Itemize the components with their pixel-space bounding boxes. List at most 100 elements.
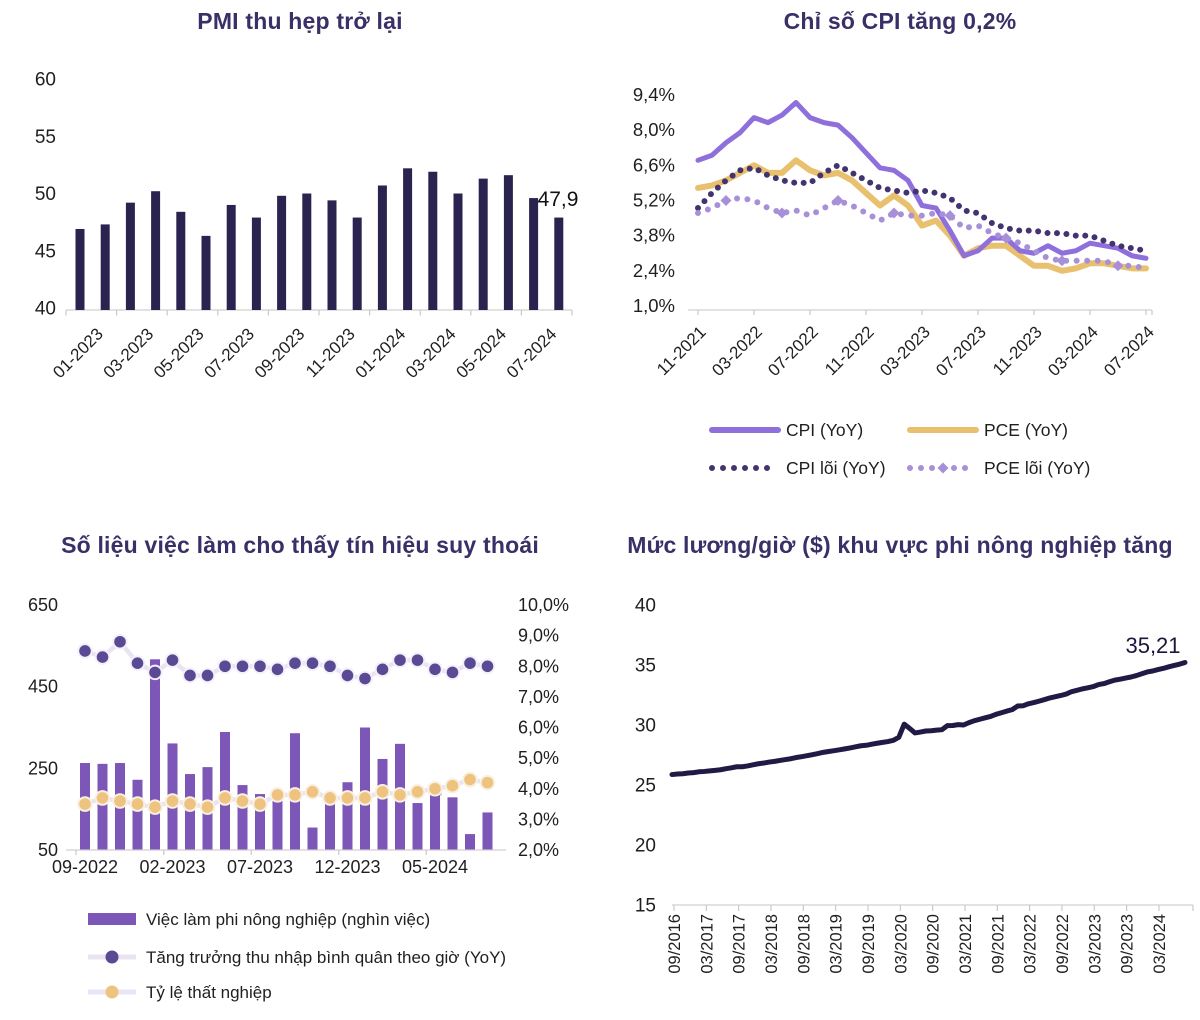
wage-line-chart: 40 35 30 25 20 15 09/2016 03/2017 09/2017 03/2018… xyxy=(635,596,1194,974)
pmi-bar-chart: 60 55 50 45 40 01-202303-202305-202307-202309… xyxy=(35,70,579,382)
wage-y-tick: 30 xyxy=(635,716,656,737)
payroll-bar xyxy=(377,758,388,850)
earnings-dot xyxy=(357,670,373,687)
earnings-dot xyxy=(339,667,356,684)
pmi-x-tick-label: 11-2023 xyxy=(302,324,359,381)
unemployment-dot xyxy=(444,777,461,794)
earnings-dots xyxy=(77,633,496,687)
pmi-bar xyxy=(100,224,110,310)
unemployment-dot xyxy=(199,799,216,815)
jobs-left-tick: 250 xyxy=(28,758,58,778)
pmi-bar xyxy=(251,217,261,310)
pmi-x-tick-label: 01-2024 xyxy=(352,324,410,382)
jobs-x-tick-label: 05-2024 xyxy=(402,857,468,877)
pmi-y-tick: 45 xyxy=(35,241,56,262)
jobs-chart-title: Số liệu việc làm cho thấy tín hiệu suy t… xyxy=(61,532,539,558)
pmi-x-tick-label: 09-2023 xyxy=(251,324,309,382)
pce-core-diamond xyxy=(944,210,956,222)
earnings-dot xyxy=(322,658,338,675)
payroll-bar xyxy=(447,797,458,850)
earnings-dot xyxy=(444,664,461,681)
cpi-x-tick-label: 11-2021 xyxy=(653,322,710,379)
cpi-chart-card: Chỉ số CPI tăng 0,2% 9,4% 8,0% 6,6% 5,2% 3,8… xyxy=(600,0,1200,510)
jobs-left-tick: 450 xyxy=(28,677,58,697)
payroll-bar xyxy=(150,659,160,850)
earnings-dot xyxy=(409,652,426,668)
unemployment-connector-line xyxy=(84,777,488,810)
pmi-y-tick: 40 xyxy=(35,299,56,320)
cpi-y-tick: 5,2% xyxy=(633,189,675,210)
pmi-bar xyxy=(352,217,362,310)
unemployment-dot xyxy=(374,784,391,800)
payroll-bar xyxy=(430,794,440,850)
unemployment-dot xyxy=(392,787,408,803)
earnings-dot xyxy=(252,658,268,675)
earnings-dot xyxy=(392,652,408,668)
pmi-last-value-label: 47,9 xyxy=(538,188,579,211)
payroll-bar xyxy=(255,794,265,850)
unemployment-dot xyxy=(112,793,128,809)
jobs-legend: Việc làm phi nông nghiệp (nghìn việc) Tăn… xyxy=(88,910,506,1002)
earnings-dot xyxy=(77,643,93,659)
pce-core-diamond xyxy=(1000,232,1012,244)
wage-x-tick-label: 03/2023 xyxy=(1086,914,1104,974)
wage-chart-card: Mức lương/giờ ($) khu vực phi nông nghiệ… xyxy=(600,510,1200,1020)
cpi-x-tick-label: 07-2024 xyxy=(1100,322,1158,380)
unemployment-dots xyxy=(77,771,496,815)
pce-core-diamond xyxy=(1112,260,1124,272)
cpi-x-tick-label: 11-2022 xyxy=(821,322,878,379)
earnings-dot xyxy=(287,655,303,671)
pmi-bar xyxy=(151,191,161,310)
payroll-bar xyxy=(237,785,248,850)
wage-x-tick-label: 03/2024 xyxy=(1151,914,1169,974)
unemployment-dot xyxy=(252,796,268,812)
legend-label-cpi-core: CPI lõi (YoY) xyxy=(786,458,886,478)
wage-x-tick-label: 09/2022 xyxy=(1054,914,1072,974)
pmi-x-tick-label: 07-2023 xyxy=(200,324,258,382)
cpi-x-tick-label: 07-2023 xyxy=(932,322,990,380)
pmi-bar xyxy=(201,235,211,310)
pmi-bar xyxy=(125,202,135,310)
pce-core-dotted-line xyxy=(695,194,1149,272)
payroll-bars xyxy=(80,659,493,850)
wage-chart-title: Mức lương/giờ ($) khu vực phi nông nghiệ… xyxy=(627,532,1173,558)
unemployment-dot xyxy=(269,787,286,803)
earnings-dot xyxy=(374,661,391,678)
cpi-x-tick-label: 07-2022 xyxy=(764,322,822,380)
pmi-chart-title: PMI thu hẹp trở lại xyxy=(197,8,403,34)
wage-x-tick-label: 03/2018 xyxy=(763,914,781,974)
cpi-line-chart: 9,4%8,0%6,6%5,2%3,8%2,4%1,0%11-202103-20… xyxy=(633,84,1158,478)
cpi-y-tick: 6,6% xyxy=(633,154,675,175)
jobs-right-tick: 8,0% xyxy=(518,656,559,676)
payroll-bar xyxy=(482,812,493,850)
earnings-legend-dot xyxy=(105,950,119,964)
wage-last-value-label: 35,21 xyxy=(1125,633,1180,658)
pmi-x-tick-label: 03-2024 xyxy=(402,324,460,382)
cpi-x-tick-label: 03-2023 xyxy=(876,322,934,380)
pmi-x-tick-label: 07-2024 xyxy=(503,324,561,382)
wage-y-tick: 15 xyxy=(635,896,656,917)
cpi-x-tick-label: 03-2022 xyxy=(708,322,766,380)
legend-label-cpi: CPI (YoY) xyxy=(786,420,863,440)
pce-core-legend-diamond xyxy=(937,462,949,474)
wage-x-tick-label: 03/2020 xyxy=(892,914,910,974)
wage-x-tick-label: 03/2022 xyxy=(1022,914,1040,974)
jobs-x-tick-label: 02-2023 xyxy=(139,857,205,877)
jobs-x-tick-label: 12-2023 xyxy=(314,857,380,877)
unemployment-dot xyxy=(147,799,163,815)
jobs-left-tick: 50 xyxy=(38,840,58,860)
cpi-y-tick: 1,0% xyxy=(633,295,675,316)
pmi-x-tick-label: 05-2023 xyxy=(150,324,208,382)
cpi-chart-title: Chỉ số CPI tăng 0,2% xyxy=(783,8,1017,34)
pmi-bar xyxy=(428,171,438,310)
earnings-dot xyxy=(479,658,496,675)
jobs-chart-card: Số liệu việc làm cho thấy tín hiệu suy t… xyxy=(0,510,600,1020)
earnings-connector-line xyxy=(84,638,488,681)
earnings-dot xyxy=(217,658,233,675)
payroll-bar xyxy=(342,782,353,850)
payroll-bar xyxy=(132,779,143,850)
jobs-x-tick-label: 09-2022 xyxy=(52,857,118,877)
earnings-dot xyxy=(427,661,443,678)
wage-line xyxy=(669,659,1188,778)
